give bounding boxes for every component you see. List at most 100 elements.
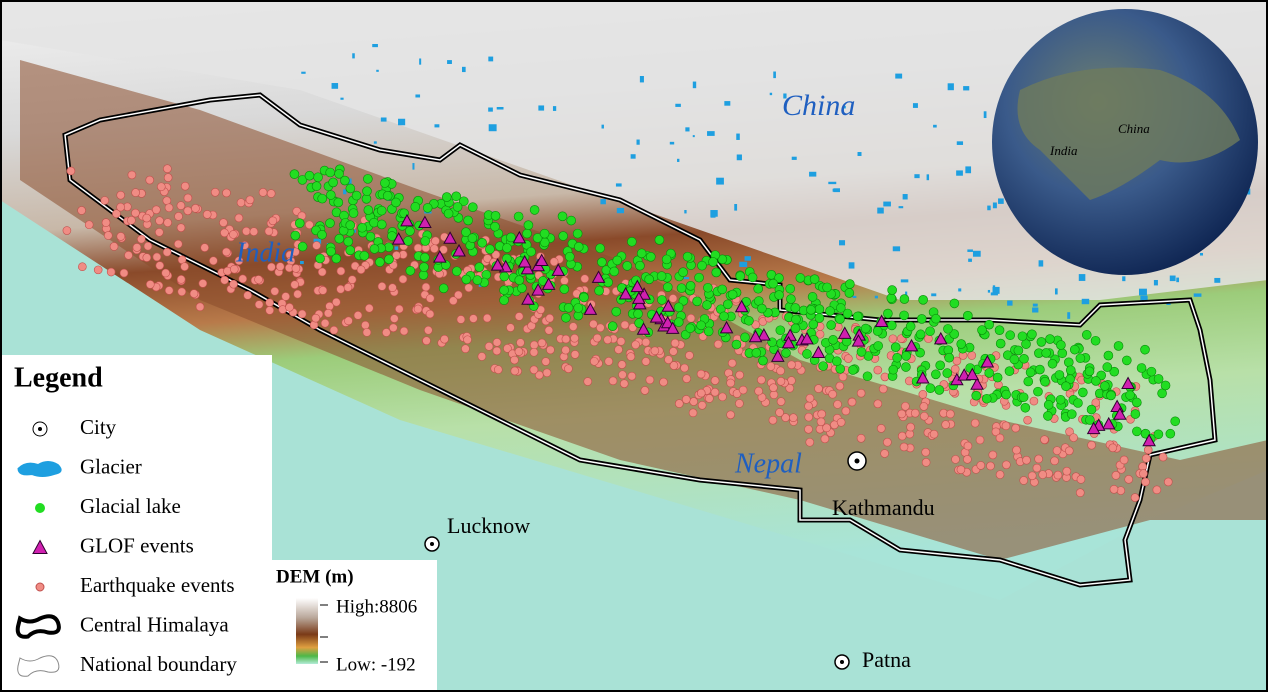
earthquake-event [461,344,470,354]
earthquake-event [162,247,172,257]
glacial-lake [844,288,855,298]
glacial-lake [387,231,397,241]
glacier [852,295,857,299]
earthquake-event [775,408,784,417]
glacial-lake [334,233,345,244]
earthquake-event [726,378,735,388]
earthquake-event [828,389,837,399]
glacial-lake [451,266,462,277]
city-marker-dot [840,660,844,664]
earthquake-event [781,413,790,422]
glacial-lake [825,306,835,316]
glacier [956,170,963,176]
glacial-lake [1130,409,1141,419]
earthquake-event [668,294,678,303]
earthquake-event [254,300,264,309]
glof-event [904,338,919,352]
event-points [62,164,1181,502]
glacial-lake [995,338,1006,349]
glof-event [400,213,414,227]
earthquake-event [180,181,190,191]
earthquake-event [919,402,929,411]
earthquake-event [291,264,301,273]
glof-event [874,314,889,327]
glacial-lake [751,348,762,358]
earthquake-event [210,187,220,197]
glacial-lake [1086,404,1097,415]
glacial-lake [499,295,509,306]
glof-event [757,328,771,341]
glacial-lake [573,242,584,252]
glacial-lake [692,296,702,307]
earthquake-event [323,308,333,318]
glacial-lake [852,311,863,322]
glacial-lake [384,254,394,265]
glacial-lake [441,260,451,270]
glacial-lake [1057,348,1068,359]
glof-event [512,230,527,244]
earthquake-event [674,399,684,408]
glacial-lake [304,170,315,181]
glacial-lake [485,244,495,255]
glacier [739,261,748,267]
glacial-lake [340,175,350,186]
earthquake-event [1062,466,1072,476]
earthquake-event [492,338,502,347]
glacier [998,198,1004,204]
earthquake-event [275,262,285,271]
glacier [833,188,840,193]
earthquake-event [906,422,915,432]
glacial-lake [1170,416,1181,427]
earthquake-event [152,205,161,215]
legend-icon [17,655,60,677]
earthquake-event [564,364,573,373]
earthquake-event [183,193,193,203]
glacier [1038,260,1044,267]
glacial-lake [676,283,687,293]
earthquake-event [534,370,544,380]
glacier [968,258,972,262]
glacier [380,117,387,122]
glacial-lake [828,335,838,345]
glacial-lake [963,310,973,321]
glacial-lake [451,191,462,202]
glacial-lake [685,323,695,334]
legend-icon [35,503,45,513]
glacier [372,43,378,48]
glacier [956,141,964,145]
earthquake-event [191,204,200,213]
earthquake-event [686,313,696,323]
glacial-lake [883,308,893,319]
glacial-lake [1040,376,1050,387]
earthquake-event [951,455,960,464]
earthquake-event [234,256,244,266]
earthquake-event [705,394,714,403]
earthquake-event [164,286,174,295]
earthquake-event [173,239,183,249]
glacial-lake [348,208,359,218]
glacial-lake [747,272,758,283]
earthquake-event [1029,396,1039,406]
earthquake-event [398,274,408,284]
glacial-lake [595,243,605,254]
glacial-lake [377,219,387,230]
earthquake-event [448,296,458,305]
earthquake-event [816,417,826,427]
earthquake-event [956,465,966,474]
glacial-lake [297,175,308,185]
earthquake-event [152,252,162,262]
glacier [892,246,901,252]
earthquake-event [664,355,673,364]
glacial-lake [809,274,820,284]
earthquake-event [975,435,985,445]
legend-label: Central Himalaya [80,612,229,636]
glacial-lake [532,233,543,243]
glacier [857,152,862,156]
glacier [669,141,675,145]
glacier [1067,312,1071,319]
glacier [992,286,1000,294]
glacier [412,163,415,170]
earthquake-event [710,387,720,397]
earthquake-event [109,242,119,251]
earthquake-event [888,334,898,344]
